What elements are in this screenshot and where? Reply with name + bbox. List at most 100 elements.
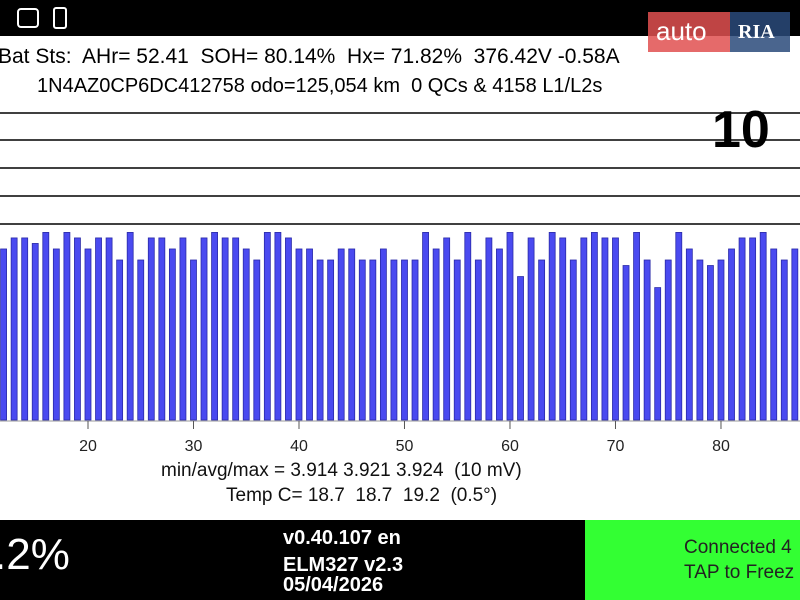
bar [306, 248, 313, 421]
bar [622, 265, 630, 421]
bar [517, 276, 524, 421]
bar [432, 248, 440, 421]
watermark-text: RIA [738, 21, 775, 43]
x-tick-label: 30 [185, 438, 203, 455]
x-tick-label: 60 [501, 438, 519, 455]
bar [390, 259, 398, 421]
header-line: Bat Sts: AHr= 52.41 SOH= 80.14% Hx= 71.8… [0, 45, 620, 68]
x-tick-label: 50 [396, 438, 414, 455]
bar [780, 259, 788, 421]
bar [211, 232, 218, 421]
bar [759, 232, 767, 421]
bar [295, 248, 303, 421]
bar [612, 237, 619, 421]
bar [474, 259, 482, 421]
date-text: 05/04/2026 [283, 574, 384, 596]
stats-line: Temp C= 18.7 18.7 19.2 (0.5°) [226, 485, 498, 506]
bar [316, 259, 324, 421]
bar [411, 259, 419, 421]
bar [707, 265, 714, 421]
bar [200, 237, 208, 421]
bar [0, 248, 7, 421]
bar [770, 248, 778, 421]
guide-lines [0, 112, 800, 225]
bar [190, 259, 197, 421]
bar [147, 237, 155, 421]
bar [569, 259, 577, 421]
bar [738, 237, 746, 421]
bar [285, 237, 292, 421]
bar [95, 237, 102, 421]
bar [74, 237, 81, 421]
bar [263, 232, 271, 421]
bar [242, 248, 250, 421]
bar [696, 259, 704, 421]
bar [685, 248, 693, 421]
bar [633, 232, 640, 421]
scale-label: 10 [712, 101, 770, 159]
bar [379, 248, 387, 421]
bar [348, 248, 356, 421]
bar [717, 259, 725, 421]
bar [105, 237, 113, 421]
bar [422, 232, 429, 421]
status-icon [17, 8, 39, 28]
bar [126, 232, 134, 421]
bar [253, 259, 261, 421]
bar [179, 237, 187, 421]
status-text[interactable]: Connected 4 [684, 537, 792, 558]
bar [31, 243, 39, 421]
x-tick-label: 80 [712, 438, 730, 455]
bar [10, 237, 18, 421]
watermark-box [730, 12, 790, 52]
x-tick-label: 20 [79, 438, 97, 455]
bar [358, 259, 366, 421]
bar [337, 248, 345, 421]
bar [116, 259, 124, 421]
header-line: 1N4AZ0CP6DC412758 odo=125,054 km 0 QCs &… [37, 75, 603, 97]
bar [527, 237, 535, 421]
bar [791, 248, 799, 421]
bar [21, 237, 29, 421]
bar [675, 232, 683, 421]
soc-value: .2% [0, 530, 70, 579]
bar [580, 237, 588, 421]
bar [274, 232, 282, 421]
bar [369, 259, 377, 421]
stats-line: min/avg/max = 3.914 3.921 3.924 (10 mV) [161, 460, 522, 481]
bar [52, 248, 60, 421]
bar [42, 232, 50, 421]
bar [158, 237, 166, 421]
bar [559, 237, 567, 421]
adapter-text: ELM327 v2.3 [283, 554, 404, 576]
bar [601, 237, 609, 421]
bar [496, 248, 503, 421]
bar [327, 259, 335, 421]
bar [506, 232, 514, 421]
bar [443, 237, 451, 421]
version-text: v0.40.107 en [283, 527, 401, 549]
watermark-box [648, 12, 730, 52]
bar [590, 232, 598, 421]
bar [221, 237, 229, 421]
status-icon [53, 7, 67, 29]
bar [643, 259, 651, 421]
action-text[interactable]: TAP to Freez [684, 562, 795, 583]
bar [137, 259, 145, 421]
bar [728, 248, 735, 421]
bar [232, 237, 240, 421]
status-button[interactable] [585, 520, 800, 600]
bar [464, 232, 472, 421]
bar [654, 287, 662, 421]
bar [453, 259, 461, 421]
bar [749, 237, 757, 421]
bar [485, 237, 493, 421]
watermark-text: auto [656, 16, 707, 46]
bar [63, 232, 71, 421]
bar [401, 259, 408, 421]
bar [168, 248, 176, 421]
bar [84, 248, 92, 421]
x-tick-label: 40 [290, 438, 308, 455]
